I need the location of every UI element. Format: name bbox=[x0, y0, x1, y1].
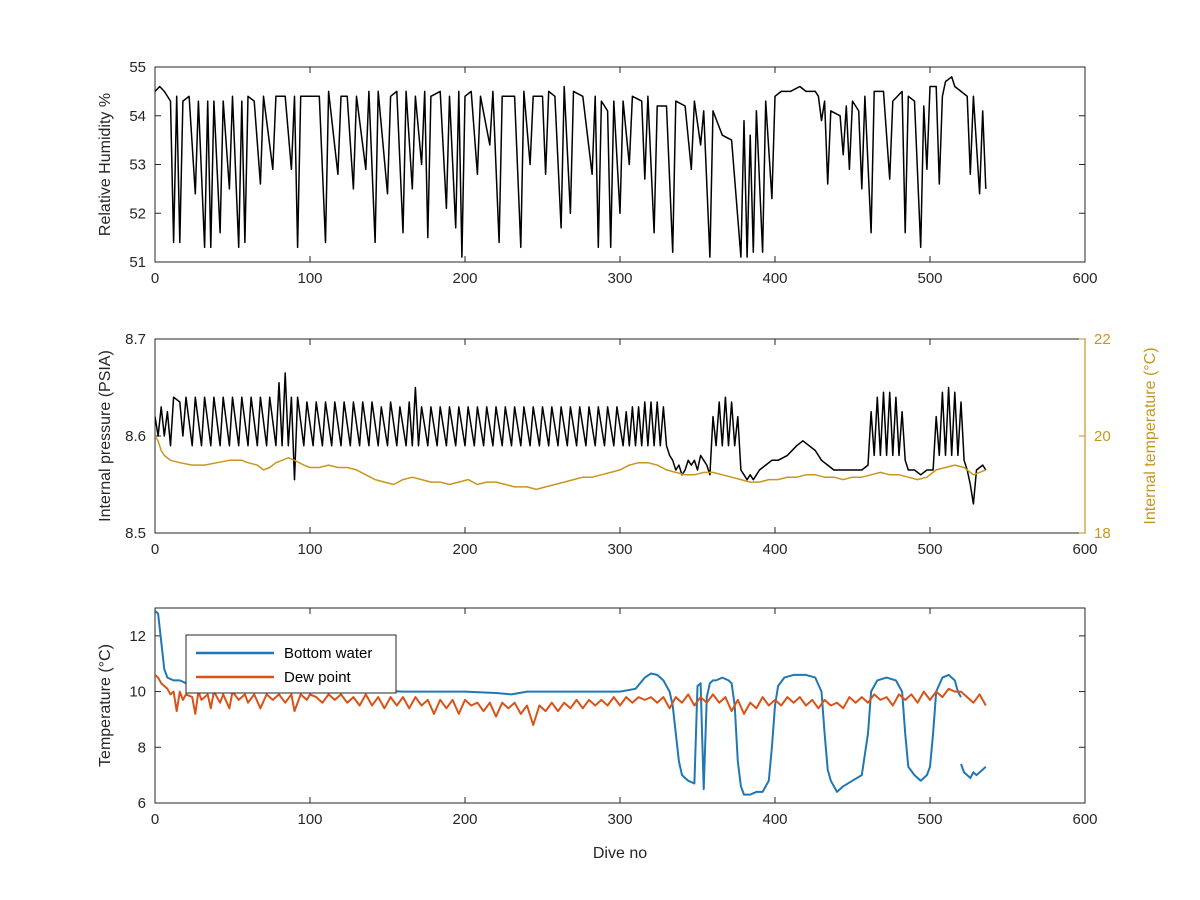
x-tick-label: 200 bbox=[452, 541, 477, 558]
series-line-dew-point bbox=[155, 674, 987, 726]
y-tick-label: 8.7 bbox=[125, 331, 146, 348]
y-tick-label: 53 bbox=[129, 157, 146, 174]
x-tick-label: 600 bbox=[1072, 541, 1097, 558]
panel-relative-humidity: 0 100 200 300 400 500 600 51 52 53 54 55 Relative Hu… bbox=[97, 59, 1098, 287]
x-tick-label: 500 bbox=[917, 270, 942, 287]
series-line-0-0 bbox=[155, 76, 987, 258]
x-tick-label: 100 bbox=[297, 811, 322, 828]
y-tick-label: 8 bbox=[138, 739, 146, 756]
y-axis-label: Internal pressure (PSIA) bbox=[97, 350, 114, 522]
y-tick-label: 52 bbox=[129, 205, 146, 222]
plot-area bbox=[154, 338, 1086, 534]
y-tick-label: 6 bbox=[138, 795, 146, 812]
x-tick-label: 500 bbox=[917, 811, 942, 828]
y2-tick-label: 18 bbox=[1094, 525, 1111, 542]
x-tick-label: 0 bbox=[151, 541, 159, 558]
x-tick-label: 200 bbox=[452, 270, 477, 287]
series-line-1-1 bbox=[155, 435, 987, 491]
y2-tick-label: 22 bbox=[1094, 331, 1111, 348]
x-tick-label: 400 bbox=[762, 811, 787, 828]
panel-internal-pressure: 0 100 200 300 400 500 600 8.5 8.6 8.7 18 20 22 Intern… bbox=[97, 331, 1159, 558]
legend-label: Bottom water bbox=[284, 645, 372, 662]
y-tick-label: 54 bbox=[129, 108, 146, 125]
y-tick-label: 8.6 bbox=[125, 428, 146, 445]
y2-tick-label: 20 bbox=[1094, 428, 1111, 445]
x-tick-label: 100 bbox=[297, 541, 322, 558]
series-line-1-0 bbox=[155, 372, 987, 505]
y2-axis-label: Internal temperature (°C) bbox=[1142, 347, 1159, 524]
x-tick-label: 200 bbox=[452, 811, 477, 828]
series-line-bottom-water-segment bbox=[960, 763, 987, 780]
x-tick-label: 100 bbox=[297, 270, 322, 287]
y-tick-label: 12 bbox=[129, 628, 146, 645]
x-tick-label: 300 bbox=[607, 811, 632, 828]
x-tick-label: 600 bbox=[1072, 811, 1097, 828]
y-axis-label: Relative Humidity % bbox=[97, 93, 114, 236]
x-axis-label: Dive no bbox=[593, 845, 647, 862]
x-tick-label: 600 bbox=[1072, 270, 1097, 287]
y-tick-label: 8.5 bbox=[125, 525, 146, 542]
y-axis-label: Temperature (°C) bbox=[97, 644, 114, 767]
x-tick-label: 500 bbox=[917, 541, 942, 558]
x-tick-label: 0 bbox=[151, 270, 159, 287]
x-tick-label: 400 bbox=[762, 270, 787, 287]
x-tick-label: 0 bbox=[151, 811, 159, 828]
x-tick-label: 300 bbox=[607, 541, 632, 558]
y-tick-label: 51 bbox=[129, 254, 146, 271]
legend-label: Dew point bbox=[284, 669, 352, 686]
x-tick-label: 300 bbox=[607, 270, 632, 287]
panel-temperature: 0 100 200 300 400 500 600 6 8 10 12 Temperature (°C… bbox=[97, 607, 1098, 828]
legend-box bbox=[185, 634, 397, 694]
y-tick-label: 55 bbox=[129, 59, 146, 76]
y-tick-label: 10 bbox=[129, 684, 146, 701]
x-tick-label: 400 bbox=[762, 541, 787, 558]
